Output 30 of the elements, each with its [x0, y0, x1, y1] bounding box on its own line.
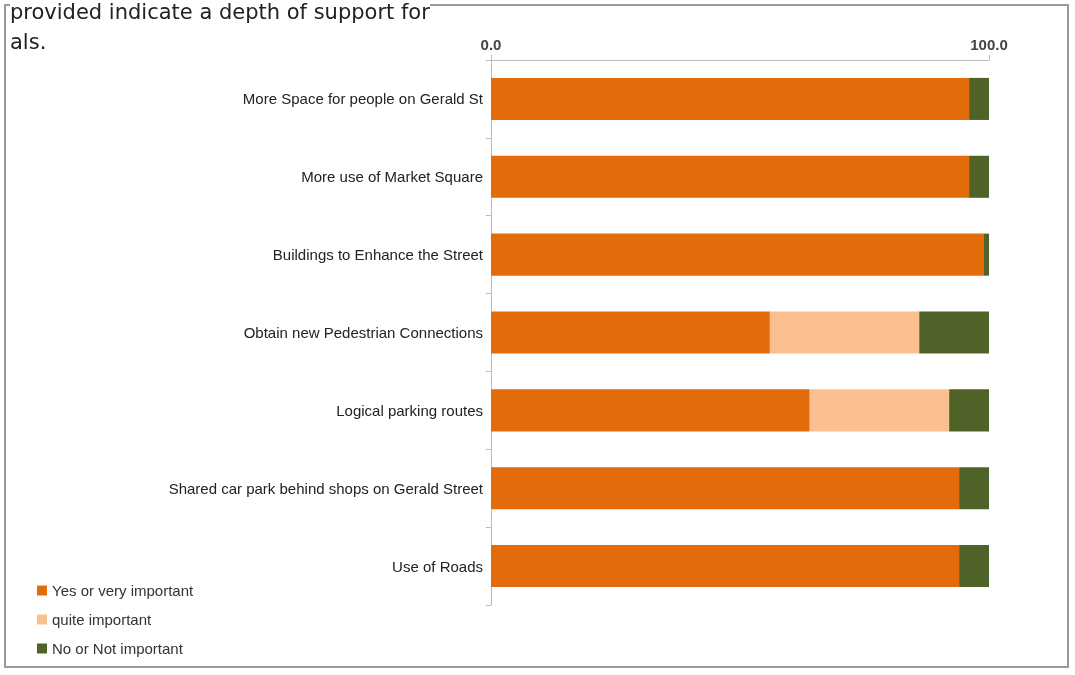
text: als. [10, 30, 47, 54]
y-tick-label: More Space for people on Gerald St [242, 90, 484, 108]
bar [809, 389, 950, 432]
bar [949, 389, 989, 432]
bar [491, 155, 970, 198]
y-tick-label: Shared car park behind shops on Gerald Street [168, 479, 484, 497]
x-tick-label: 0.0 [480, 36, 502, 53]
text: provided indicate a depth of support for [10, 0, 430, 24]
y-tick-label: Logical parking routes [336, 401, 483, 419]
bar [491, 77, 970, 120]
y-tick-label: More use of Market Square [301, 168, 483, 186]
bar [769, 311, 920, 354]
bar [491, 311, 770, 354]
y-tick-label: Buildings to Enhance the Street [272, 246, 484, 264]
x-tick-label: 100.0 [970, 36, 1008, 53]
bar [491, 233, 985, 276]
bar [491, 389, 810, 432]
bar [959, 545, 989, 588]
bar [969, 77, 989, 120]
bar [491, 467, 960, 510]
bar [491, 545, 960, 588]
y-tick-label: Use of Roads [392, 557, 483, 575]
legend-label: No or Not important [52, 640, 184, 657]
bar [919, 311, 989, 354]
bar [984, 233, 989, 276]
legend-label: Yes or very important [52, 582, 195, 599]
bar [969, 155, 989, 198]
y-tick-label: Obtain new Pedestrian Connections [243, 324, 483, 341]
bar [959, 467, 989, 510]
legend-label: quite important [52, 611, 153, 628]
